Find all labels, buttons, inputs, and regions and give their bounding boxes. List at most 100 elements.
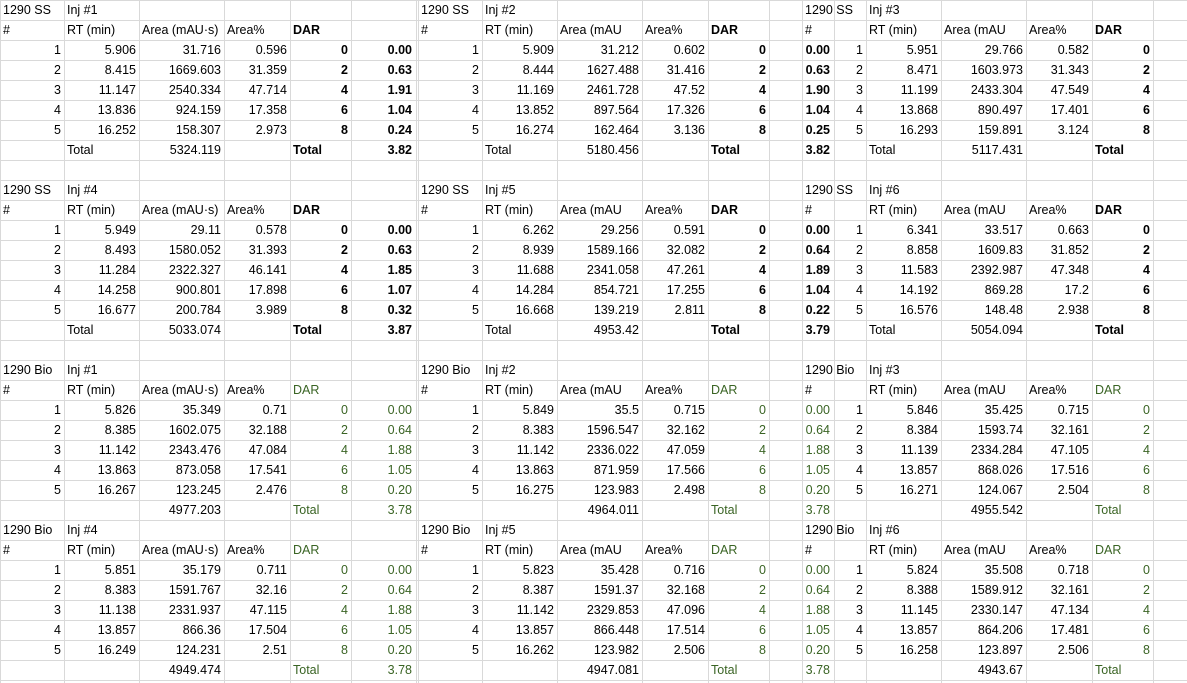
cell-dar[interactable]: 8	[1143, 303, 1150, 317]
header-row-number[interactable]: #	[3, 543, 10, 557]
cell-rt[interactable]: 16.275	[515, 483, 554, 497]
cell-rt[interactable]: 11.142	[516, 603, 554, 617]
cell-dar-weighted[interactable]: 0.00	[387, 403, 412, 417]
cell-rt[interactable]: 13.857	[515, 623, 554, 637]
cell-rt[interactable]: 11.147	[98, 83, 136, 97]
total-dar-value[interactable]: 3.82	[805, 143, 830, 157]
cell-dar-weighted[interactable]: 0.00	[387, 223, 412, 237]
cell-area[interactable]: 159.891	[977, 123, 1023, 137]
cell-row-number[interactable]: 3	[54, 443, 61, 457]
cell-area[interactable]: 123.982	[593, 643, 639, 657]
cell-area-percent[interactable]: 17.326	[666, 103, 705, 117]
total-dar-label[interactable]: Total	[293, 143, 322, 157]
cell-area-percent[interactable]: 32.082	[666, 243, 705, 257]
cell-area-percent[interactable]: 17.516	[1050, 463, 1089, 477]
cell-area-percent[interactable]: 2.504	[1057, 483, 1089, 497]
cell-row-number[interactable]: 3	[54, 263, 61, 277]
cell-area-percent[interactable]: 31.852	[1050, 243, 1089, 257]
cell-dar-weighted[interactable]: 1.90	[1153, 80, 1187, 100]
total-dar-value[interactable]: 3.80	[1153, 320, 1187, 340]
cell-dar[interactable]: 6	[341, 103, 348, 117]
cell-row-number[interactable]: 3	[472, 443, 479, 457]
cell-dar-weighted[interactable]: 0.32	[387, 303, 412, 317]
cell-area[interactable]: 158.307	[175, 123, 221, 137]
total-dar-label[interactable]: Total	[711, 663, 738, 677]
cell-row-number[interactable]: 5	[472, 483, 479, 497]
cell-dar[interactable]: 6	[1143, 463, 1150, 477]
cell-area-percent[interactable]: 47.714	[248, 83, 287, 97]
header-area-percent[interactable]: Area%	[227, 203, 265, 217]
cell-dar[interactable]: 8	[759, 303, 766, 317]
cell-dar-weighted[interactable]: 1.04	[805, 103, 830, 117]
cell-area[interactable]: 2322.327	[168, 263, 221, 277]
header-area[interactable]: Area (mAU	[560, 23, 622, 37]
cell-row-number[interactable]: 5	[472, 123, 479, 137]
cell-area-percent[interactable]: 47.084	[248, 443, 287, 457]
total-label[interactable]: Total	[869, 323, 896, 337]
total-dar-value[interactable]: 3.78	[1153, 500, 1187, 520]
cell-area[interactable]: 35.508	[984, 563, 1023, 577]
cell-row-number[interactable]: 2	[472, 243, 479, 257]
total-area[interactable]: 5054.094	[970, 323, 1023, 337]
cell-area[interactable]: 2331.937	[168, 603, 221, 617]
cell-rt[interactable]: 5.909	[522, 43, 554, 57]
cell-row-number[interactable]: 1	[856, 43, 863, 57]
cell-area-percent[interactable]: 17.541	[248, 463, 287, 477]
cell-row-number[interactable]: 1	[472, 223, 479, 237]
block-system-label[interactable]: 1290 Bio	[805, 363, 855, 377]
header-rt[interactable]: RT (min)	[67, 543, 116, 557]
cell-area[interactable]: 2334.284	[970, 443, 1023, 457]
cell-rt[interactable]: 13.836	[97, 103, 136, 117]
cell-rt[interactable]: 16.576	[899, 303, 938, 317]
cell-dar[interactable]: 8	[341, 643, 348, 657]
block-system-label[interactable]: 1290 SS	[421, 183, 469, 197]
cell-rt[interactable]: 16.252	[97, 123, 136, 137]
cell-rt[interactable]: 11.688	[516, 263, 554, 277]
cell-dar-weighted[interactable]: 1.03	[1153, 280, 1187, 300]
cell-area-percent[interactable]: 0.602	[673, 43, 705, 57]
header-row-number[interactable]: #	[421, 543, 428, 557]
cell-rt[interactable]: 5.826	[104, 403, 136, 417]
cell-row-number[interactable]: 4	[856, 283, 863, 297]
cell-dar[interactable]: 2	[759, 583, 766, 597]
cell-area[interactable]: 2461.728	[586, 83, 639, 97]
cell-area-percent[interactable]: 32.162	[666, 423, 705, 437]
cell-dar[interactable]: 4	[341, 263, 348, 277]
cell-area-percent[interactable]: 0.578	[255, 223, 287, 237]
cell-area-percent[interactable]: 17.481	[1050, 623, 1089, 637]
cell-dar-weighted[interactable]: 1.05	[805, 623, 830, 637]
cell-dar-weighted[interactable]: 0.00	[387, 563, 412, 577]
cell-dar[interactable]: 2	[1143, 243, 1150, 257]
cell-row-number[interactable]: 4	[54, 623, 61, 637]
cell-area[interactable]: 1591.37	[593, 583, 639, 597]
cell-area-percent[interactable]: 2.476	[255, 483, 287, 497]
cell-row-number[interactable]: 2	[856, 583, 863, 597]
cell-area-percent[interactable]: 47.096	[666, 603, 705, 617]
header-area[interactable]: Area (mAU	[944, 543, 1006, 557]
total-label[interactable]: Total	[869, 143, 896, 157]
header-rt[interactable]: RT (min)	[485, 23, 534, 37]
cell-row-number[interactable]: 3	[472, 603, 479, 617]
cell-dar-weighted[interactable]: 1.88	[387, 443, 412, 457]
cell-area-percent[interactable]: 17.255	[666, 283, 705, 297]
cell-area[interactable]: 866.36	[182, 623, 221, 637]
cell-dar-weighted[interactable]: 1.89	[1153, 600, 1187, 620]
cell-rt[interactable]: 11.142	[516, 443, 554, 457]
header-rt[interactable]: RT (min)	[869, 23, 918, 37]
cell-area-percent[interactable]: 31.343	[1050, 63, 1089, 77]
cell-rt[interactable]: 6.262	[522, 223, 554, 237]
cell-dar-weighted[interactable]: 0.20	[805, 643, 830, 657]
cell-area[interactable]: 35.349	[182, 403, 221, 417]
cell-row-number[interactable]: 5	[54, 123, 61, 137]
cell-dar[interactable]: 4	[1143, 263, 1150, 277]
cell-rt[interactable]: 11.138	[98, 603, 136, 617]
cell-dar-weighted[interactable]: 0.64	[387, 423, 412, 437]
cell-area-percent[interactable]: 0.716	[673, 563, 705, 577]
total-dar-label[interactable]: Total	[711, 503, 738, 517]
header-area[interactable]: Area (mAU	[560, 543, 622, 557]
cell-rt[interactable]: 8.493	[104, 243, 136, 257]
cell-area-percent[interactable]: 2.811	[674, 303, 705, 317]
cell-area-percent[interactable]: 3.136	[673, 123, 705, 137]
cell-area-percent[interactable]: 47.105	[1050, 443, 1089, 457]
